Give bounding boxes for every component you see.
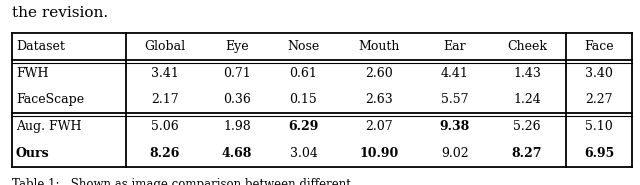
Text: 2.27: 2.27 — [586, 93, 613, 106]
Text: FaceScape: FaceScape — [16, 93, 84, 106]
Text: 3.04: 3.04 — [289, 147, 317, 160]
Text: 8.27: 8.27 — [512, 147, 542, 160]
Text: 0.15: 0.15 — [289, 93, 317, 106]
Text: 3.41: 3.41 — [151, 67, 179, 80]
Text: 4.68: 4.68 — [221, 147, 252, 160]
Text: Dataset: Dataset — [16, 40, 65, 53]
Text: Table 1:   Shown as image comparison between different: Table 1: Shown as image comparison betwe… — [12, 178, 350, 185]
Text: 5.06: 5.06 — [151, 120, 179, 133]
Text: 6.95: 6.95 — [584, 147, 614, 160]
Text: 1.24: 1.24 — [513, 93, 541, 106]
Text: 2.07: 2.07 — [365, 120, 393, 133]
Text: 3.40: 3.40 — [585, 67, 613, 80]
Text: Global: Global — [144, 40, 186, 53]
Text: 10.90: 10.90 — [360, 147, 399, 160]
Text: 9.02: 9.02 — [441, 147, 468, 160]
Text: Mouth: Mouth — [358, 40, 400, 53]
Text: 5.26: 5.26 — [513, 120, 541, 133]
Text: 6.29: 6.29 — [288, 120, 319, 133]
Text: 1.43: 1.43 — [513, 67, 541, 80]
Text: Cheek: Cheek — [507, 40, 547, 53]
Text: 5.57: 5.57 — [441, 93, 468, 106]
Text: Ours: Ours — [16, 147, 50, 160]
Text: 8.26: 8.26 — [150, 147, 180, 160]
Text: 2.60: 2.60 — [365, 67, 393, 80]
Text: Ear: Ear — [444, 40, 467, 53]
Text: 4.41: 4.41 — [441, 67, 469, 80]
Text: the revision.: the revision. — [12, 6, 108, 20]
Text: Face: Face — [584, 40, 614, 53]
Text: 2.63: 2.63 — [365, 93, 393, 106]
Text: Nose: Nose — [287, 40, 319, 53]
Text: Eye: Eye — [225, 40, 249, 53]
Text: 1.98: 1.98 — [223, 120, 251, 133]
Text: 0.36: 0.36 — [223, 93, 251, 106]
Text: 5.10: 5.10 — [585, 120, 613, 133]
Text: 2.17: 2.17 — [151, 93, 179, 106]
Text: 9.38: 9.38 — [440, 120, 470, 133]
Text: 0.71: 0.71 — [223, 67, 251, 80]
Text: FWH: FWH — [16, 67, 49, 80]
Text: 0.61: 0.61 — [289, 67, 317, 80]
Text: Aug. FWH: Aug. FWH — [16, 120, 81, 133]
